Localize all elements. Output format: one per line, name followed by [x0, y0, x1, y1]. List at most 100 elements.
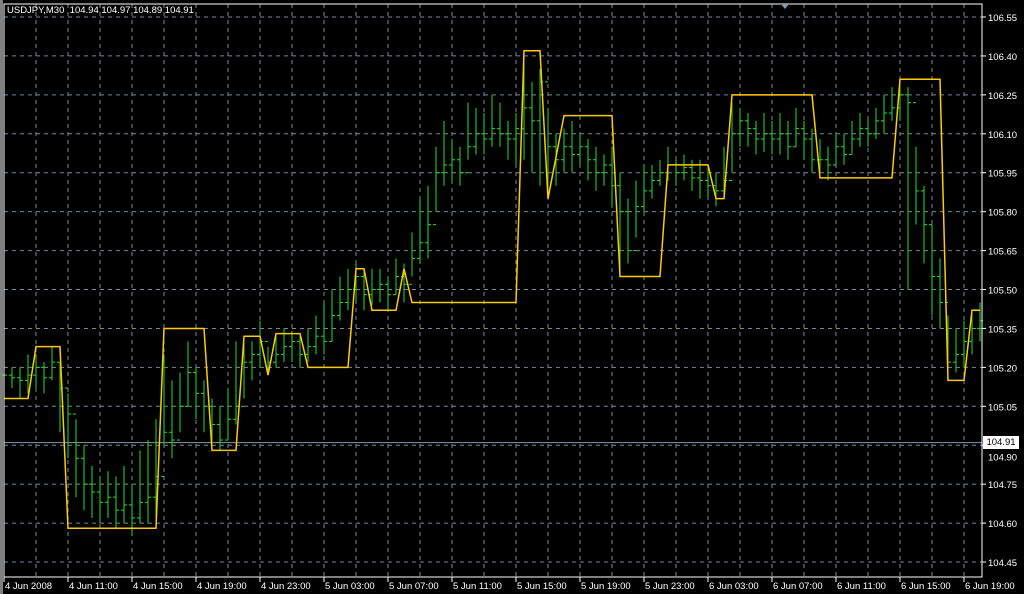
time-tick-label: 6 Jun 03:00 [709, 581, 759, 592]
ohlc-bar [73, 413, 79, 498]
ohlc-bar [737, 107, 743, 147]
open-value: 104.94 [69, 5, 99, 16]
ohlc-bar [113, 476, 119, 529]
price-tick-label: 106.40 [988, 52, 1017, 63]
time-tick-label: 5 Jun 11:00 [453, 581, 502, 592]
ohlc-bar [833, 133, 839, 166]
ohlc-bar [865, 118, 871, 147]
ohlc-bar [81, 445, 87, 511]
time-tick-label: 4 Jun 11:00 [69, 581, 118, 592]
ohlc-bar [633, 180, 639, 252]
ohlc-bar [49, 346, 55, 381]
price-tick-label: 105.05 [988, 402, 1017, 413]
chart-shift-marker[interactable] [781, 4, 789, 9]
price-tick-label: 105.20 [988, 363, 1017, 374]
ohlc-bar [217, 406, 223, 451]
ohlc-bar [593, 146, 599, 191]
ohlc-bar [337, 276, 343, 321]
ohlc-bar [969, 310, 975, 355]
ohlc-bar [569, 120, 575, 173]
ohlc-bar [641, 164, 647, 212]
ohlc-bar [481, 113, 487, 155]
ohlc-bar [753, 120, 759, 155]
ohlc-bar [913, 102, 919, 225]
ohlc-bar [361, 268, 367, 311]
ohlc-bar [849, 120, 855, 156]
time-tick-label: 4 Jun 2008 [5, 581, 52, 592]
ohlc-bar [425, 185, 431, 259]
symbol-timeframe: USDJPY,M30 [7, 5, 65, 16]
ohlc-bar [105, 471, 111, 518]
ohlc-bar [297, 336, 303, 368]
low-value: 104.89 [133, 5, 163, 16]
ohlc-bar [121, 465, 127, 524]
ohlc-bars [1, 61, 983, 537]
price-tick-label: 105.35 [988, 324, 1017, 335]
price-tick-label: 104.75 [988, 480, 1017, 491]
ohlc-bar [657, 159, 663, 186]
grid [4, 4, 982, 577]
ohlc-bar [561, 128, 567, 173]
ohlc-bar [585, 138, 591, 181]
ohlc-bar [201, 380, 207, 433]
ohlc-bar [409, 232, 415, 285]
ohlc-bar [793, 107, 799, 148]
current-price-label: 104.91 [983, 436, 1019, 450]
ohlc-bar [953, 328, 959, 373]
ohlc-bar [433, 146, 439, 226]
ohlc-bar [801, 120, 807, 160]
price-tick-label: 105.50 [988, 286, 1017, 297]
ohlc-bar [545, 81, 551, 199]
ohlc-bar [177, 372, 183, 441]
time-axis: 4 Jun 2008 4 Jun 11:00 4 Jun 15:00 4 Jun 19… [3, 577, 1015, 592]
ohlc-bar [881, 94, 887, 134]
ohlc-bar [841, 133, 847, 165]
ohlc-bar [921, 185, 927, 264]
price-tick-label: 105.65 [988, 247, 1017, 258]
price-tick-label: 104.90 [988, 453, 1017, 464]
ohlc-bar [697, 159, 703, 199]
ohlc-bar [449, 138, 455, 181]
ohlc-bar [9, 367, 15, 389]
ohlc-bar [137, 450, 143, 524]
ohlc-bar [273, 336, 279, 368]
ohlc-bar [65, 387, 71, 459]
ohlc-bar [649, 164, 655, 199]
ohlc-bar [225, 388, 231, 441]
price-tick-label: 106.25 [988, 91, 1017, 102]
ohlc-bar [625, 198, 631, 264]
ohlc-bar [761, 113, 767, 152]
ohlc-bar [601, 154, 607, 186]
ohlc-bar [497, 102, 503, 147]
ohlc-bar [777, 113, 783, 155]
ohlc-bar [873, 107, 879, 139]
ohlc-bar [577, 133, 583, 165]
ohlc-bar [249, 341, 255, 381]
time-tick-label: 6 Jun 19:00 [965, 581, 1015, 592]
chart-title: USDJPY,M30 104.94 104.97 104.89 104.91 [7, 5, 194, 16]
ohlc-bar [681, 154, 687, 181]
ohlc-bar [929, 224, 935, 316]
price-tick-label: 105.80 [988, 208, 1017, 219]
ohlc-bar [417, 198, 423, 264]
ohlc-bar [193, 367, 199, 420]
ohlc-bar [329, 289, 335, 342]
ohlc-bar [313, 315, 319, 355]
ohlc-bar [825, 146, 831, 181]
time-tick-label: 4 Jun 15:00 [133, 581, 183, 592]
ohlc-bar [489, 94, 495, 147]
ohlc-bar [513, 113, 519, 165]
ohlc-bar [97, 476, 103, 524]
time-tick-label: 6 Jun 15:00 [901, 581, 951, 592]
time-tick-label: 5 Jun 07:00 [389, 581, 439, 592]
ohlc-bar [769, 120, 775, 155]
ohlc-bar [385, 276, 391, 311]
price-axis: 106.55 106.40 106.25 106.10 105.95 105.80 105.… [982, 13, 1017, 569]
price-tick-label: 104.60 [988, 519, 1017, 530]
ohlc-bar [705, 164, 711, 199]
ohlc-bar [377, 268, 383, 303]
time-tick-label: 6 Jun 07:00 [773, 581, 823, 592]
ohlc-bar [345, 268, 351, 311]
ohlc-bar [321, 302, 327, 355]
